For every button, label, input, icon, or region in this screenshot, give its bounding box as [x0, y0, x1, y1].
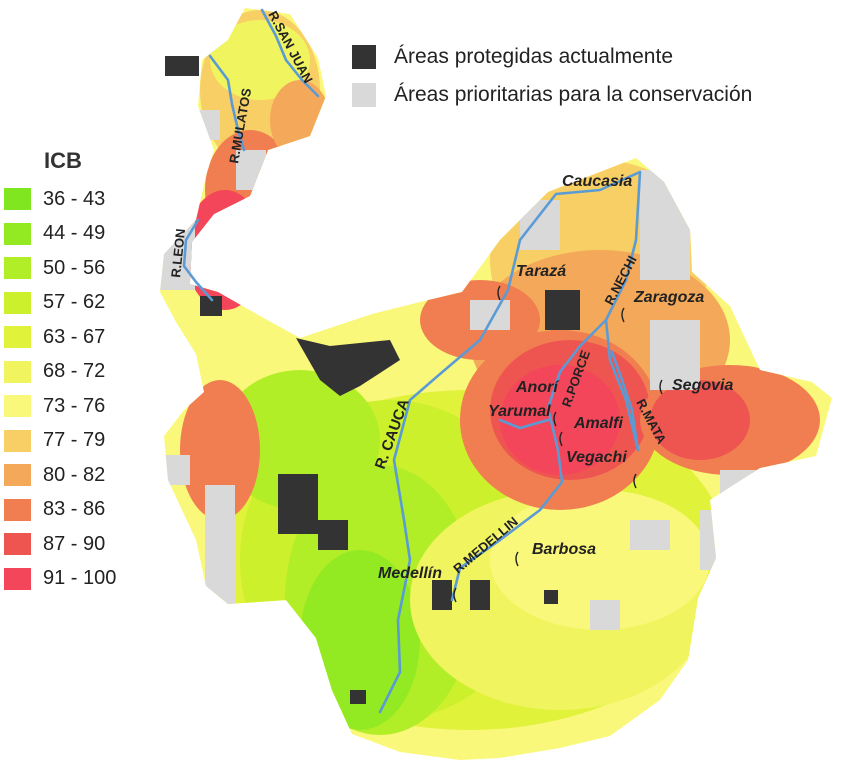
label-barbosa: Barbosa	[532, 541, 596, 558]
priority-area	[520, 200, 560, 250]
legend-range-label: 68 - 72	[43, 360, 106, 382]
legend-swatch	[4, 464, 31, 486]
marker-amalfi	[559, 431, 563, 447]
protected-area	[545, 290, 580, 330]
legend-range-label: 77 - 79	[43, 429, 106, 451]
marker-segovia	[659, 379, 663, 395]
key-priority-label: Áreas prioritarias para la conservación	[394, 83, 753, 106]
legend-swatch	[4, 257, 31, 279]
label-zaragoza: Zaragoza	[633, 289, 704, 306]
protected-area	[318, 520, 348, 550]
legend-item: 91 - 100	[4, 567, 117, 590]
priority-swatch	[352, 83, 376, 107]
protected-swatch	[352, 45, 376, 69]
river-mulatos	[208, 54, 246, 152]
label-yarumal: Yarumal	[488, 403, 551, 420]
legend-range-label: 87 - 90	[43, 532, 106, 555]
icb-zone	[650, 380, 750, 460]
protected-area	[200, 296, 222, 316]
legend-swatch	[4, 567, 31, 590]
legend-swatch	[4, 429, 31, 452]
label-taraza: Tarazá	[516, 263, 566, 280]
icb-zone	[185, 190, 265, 310]
protected-area	[432, 580, 452, 610]
river-mata	[610, 350, 640, 452]
icb-zone	[180, 380, 260, 520]
legend-item: 57 - 62	[4, 291, 106, 314]
legend-item: 36 - 43	[4, 188, 105, 210]
river-san-juan	[260, 8, 320, 98]
label-caucasia: Caucasia	[562, 173, 632, 190]
marker-barbosa	[515, 551, 519, 567]
priority-area	[650, 320, 700, 390]
river-cauca	[378, 170, 642, 714]
legend-item: 80 - 82	[4, 464, 105, 486]
label-vegachi: Vegachi	[566, 449, 627, 466]
legend-range-label: 83 - 86	[43, 498, 106, 520]
legend-range-label: 73 - 76	[43, 394, 106, 417]
legend-swatch	[4, 291, 31, 314]
priority-area	[720, 470, 760, 510]
icb-zone	[270, 80, 330, 160]
legend-range-label: 50 - 56	[43, 256, 106, 279]
priority-area	[700, 510, 720, 570]
legend-swatch	[4, 188, 31, 210]
priority-area	[470, 300, 510, 330]
legend-range-label: 44 - 49	[43, 222, 106, 244]
key-priority: Áreas prioritarias para la conservación	[352, 80, 752, 110]
icb-zone	[220, 370, 380, 510]
legend-swatch	[4, 222, 31, 245]
legend-swatch	[4, 395, 31, 417]
legend-item: 87 - 90	[4, 533, 105, 555]
legend-item: 73 - 76	[4, 395, 105, 417]
legend-swatch	[4, 360, 31, 383]
protected-area	[470, 580, 490, 610]
protected-area	[544, 590, 558, 604]
label-segovia: Segovia	[672, 377, 733, 394]
marker-medellin	[453, 587, 457, 603]
label-anori: Anorí	[515, 379, 560, 396]
legend-swatch	[4, 498, 31, 521]
marker-vegachi	[633, 473, 637, 489]
legend-swatch	[4, 533, 31, 555]
legend-range-label: 57 - 62	[43, 291, 106, 313]
label-amalfi: Amalfi	[573, 415, 623, 432]
icb-zone	[500, 365, 620, 475]
legend-item: 50 - 56	[4, 257, 105, 279]
label-river-leon: R.LEON	[168, 228, 188, 278]
priority-area	[640, 170, 690, 280]
legend-item: 83 - 86	[4, 498, 106, 521]
icb-zone	[210, 20, 310, 100]
legend-swatch	[4, 326, 31, 348]
legend-range-label: 36 - 43	[43, 187, 106, 210]
protected-area	[278, 474, 318, 534]
protected-area-block	[165, 56, 199, 76]
marker-yarumal	[553, 411, 557, 427]
marker-zaragoza	[621, 307, 625, 323]
legend-title: ICB	[44, 148, 82, 173]
river-porce	[450, 318, 608, 602]
legend-item: 68 - 72	[4, 360, 106, 383]
key-protected-label: Áreas protegidas actualmente	[394, 45, 673, 68]
river-yarumal	[498, 418, 550, 430]
legend-range-label: 63 - 67	[43, 325, 106, 348]
marker-taraza	[497, 285, 501, 301]
priority-area	[205, 485, 235, 605]
legend-item: 44 - 49	[4, 222, 106, 245]
label-medellin: Medellín	[378, 565, 442, 582]
protected-area	[296, 338, 400, 396]
priority-area	[590, 600, 620, 630]
legend-range-label: 80 - 82	[43, 463, 106, 486]
legend-range-label: 91 - 100	[43, 567, 117, 589]
protected-area	[350, 690, 366, 704]
priority-area	[630, 520, 670, 550]
priority-area	[196, 110, 220, 140]
key-protected: Áreas protegidas actualmente	[352, 42, 673, 72]
river-leon	[182, 218, 214, 302]
priority-area	[160, 455, 190, 485]
legend-item: 63 - 67	[4, 326, 105, 348]
legend-item: 77 - 79	[4, 429, 106, 452]
